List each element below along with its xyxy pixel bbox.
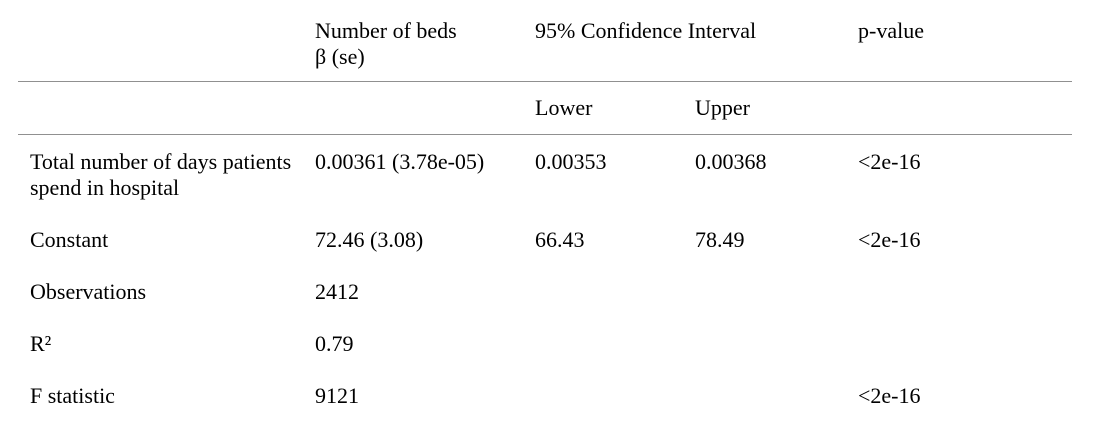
column-header-beds-line1: Number of beds — [315, 18, 457, 43]
row-label: Observations — [30, 279, 147, 304]
table-row-total-days: Total number of days patients spend in h… — [18, 135, 1072, 213]
column-header-p-value: p-value — [858, 18, 924, 43]
row-label: Total number of days patients spend in h… — [30, 149, 292, 200]
table-row-r-squared: R² 0.79 — [18, 317, 1072, 369]
table-subheader-row: Lower Upper — [18, 82, 1072, 135]
r-squared-value: 0.79 — [315, 331, 354, 356]
column-header-confidence-interval: 95% Confidence Interval — [535, 18, 757, 43]
regression-results-table: Number of beds β (se) 95% Confidence Int… — [18, 0, 1072, 421]
observations-value: 2412 — [315, 279, 359, 304]
column-header-beta-se-line2: β (se) — [315, 44, 365, 69]
table-row-constant: Constant 72.46 (3.08) 66.43 78.49 <2e-16 — [18, 213, 1072, 265]
table-header-row: Number of beds β (se) 95% Confidence Int… — [18, 0, 1072, 82]
table-row-f-statistic: F statistic 9121 <2e-16 — [18, 369, 1072, 421]
column-header-beds-beta: Number of beds β (se) — [315, 18, 535, 70]
p-value: <2e-16 — [858, 227, 921, 252]
subheader-ci-upper: Upper — [695, 95, 750, 120]
table-row-observations: Observations 2412 — [18, 265, 1072, 317]
ci-upper-value: 0.00368 — [695, 149, 767, 174]
p-value: <2e-16 — [858, 383, 921, 408]
f-statistic-value: 9121 — [315, 383, 359, 408]
beta-se-value: 0.00361 (3.78e-05) — [315, 149, 485, 174]
row-label: F statistic — [30, 383, 115, 408]
beta-se-value: 72.46 (3.08) — [315, 227, 424, 252]
ci-lower-value: 66.43 — [535, 227, 585, 252]
ci-upper-value: 78.49 — [695, 227, 745, 252]
row-label: R² — [30, 331, 52, 356]
row-label: Constant — [30, 227, 109, 252]
p-value: <2e-16 — [858, 149, 921, 174]
subheader-ci-lower: Lower — [535, 95, 593, 120]
ci-lower-value: 0.00353 — [535, 149, 607, 174]
